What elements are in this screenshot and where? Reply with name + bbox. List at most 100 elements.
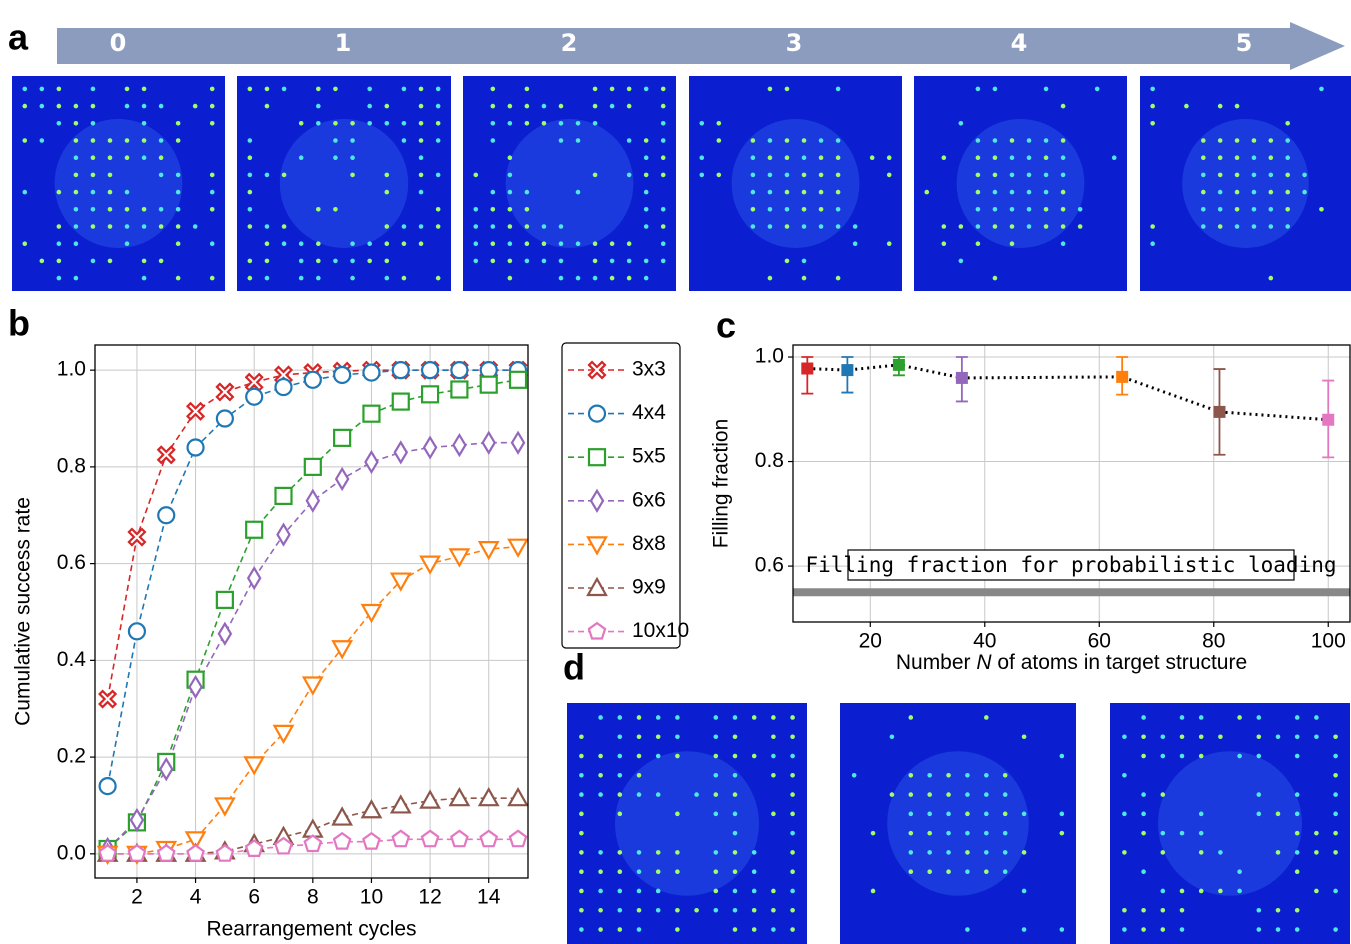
- atom-spot: [790, 869, 795, 874]
- atom-spot: [1010, 155, 1015, 160]
- atom-spot: [542, 259, 547, 264]
- atom-spot: [1199, 850, 1204, 855]
- atom-spot: [1150, 121, 1155, 126]
- atom-spot: [819, 224, 824, 229]
- atom-spot: [491, 87, 496, 92]
- atom-spot: [385, 224, 390, 229]
- atom-spot: [367, 121, 372, 126]
- atom-spot: [1141, 734, 1146, 739]
- atom-spot: [1201, 207, 1206, 212]
- atom-spot: [790, 908, 795, 913]
- atom-spot: [1150, 224, 1155, 229]
- atom-spot: [1027, 173, 1032, 178]
- atom-spot: [1027, 190, 1032, 195]
- atom-spot: [1061, 224, 1066, 229]
- atom-spot: [1044, 138, 1049, 143]
- atom-spot: [1201, 138, 1206, 143]
- atom-spot: [22, 87, 27, 92]
- atom-spot: [752, 927, 757, 932]
- atom-spot: [142, 155, 147, 160]
- atom-spot: [909, 773, 914, 778]
- atom-spot: [1078, 224, 1083, 229]
- atom-spot: [976, 241, 981, 246]
- atom-spot: [57, 104, 62, 109]
- atom-spot: [836, 87, 841, 92]
- atom-spot: [1252, 138, 1257, 143]
- atom-spot: [265, 224, 270, 229]
- atom-spot: [74, 121, 79, 126]
- atom-spot: [436, 87, 441, 92]
- legend-marker: [589, 449, 605, 465]
- atom-spot: [733, 812, 738, 817]
- x-tick-label: 60: [1088, 630, 1111, 653]
- atom-spot: [108, 259, 113, 264]
- atom-spot: [656, 754, 661, 759]
- atom-spot: [993, 224, 998, 229]
- atom-spot: [1061, 138, 1066, 143]
- atom-spot: [1044, 173, 1049, 178]
- atom-spot: [785, 190, 790, 195]
- atom-spot: [714, 850, 719, 855]
- atom-spot: [627, 104, 632, 109]
- error-bar: [801, 357, 813, 394]
- atom-spot: [350, 276, 355, 281]
- atom-spot: [265, 259, 270, 264]
- atom-spot: [1257, 792, 1262, 797]
- atom-spot: [644, 224, 649, 229]
- atom-spot: [176, 241, 181, 246]
- atom-spot: [367, 104, 372, 109]
- atom-spot: [350, 241, 355, 246]
- atom-spot: [819, 207, 824, 212]
- atom-spot: [1180, 754, 1185, 759]
- marker: [362, 605, 380, 621]
- x-tick-label: 4: [190, 886, 202, 909]
- atom-spot: [1257, 754, 1262, 759]
- atom-spot: [593, 173, 598, 178]
- atom-spot: [714, 773, 719, 778]
- marker: [956, 372, 968, 384]
- atom-spot: [1022, 889, 1027, 894]
- atom-spot: [802, 276, 807, 281]
- atom-spot: [248, 224, 253, 229]
- atom-spot: [1235, 155, 1240, 160]
- atom-spot: [248, 155, 253, 160]
- atom-spot: [91, 173, 96, 178]
- atom-spot: [802, 224, 807, 229]
- atom-spot: [210, 104, 215, 109]
- y-tick-label: 0.8: [755, 449, 784, 472]
- atom-spot: [436, 104, 441, 109]
- atom-spot: [159, 104, 164, 109]
- atom-spot: [1199, 812, 1204, 817]
- atom-spot: [1010, 190, 1015, 195]
- atom-spot: [1061, 241, 1066, 246]
- marker: [333, 809, 351, 825]
- atom-spot: [836, 138, 841, 143]
- atom-spot: [57, 224, 62, 229]
- atom-spot: [57, 241, 62, 246]
- figure: a b c d 24681012140.00.20.40.60.81.0Rear…: [0, 0, 1351, 944]
- atom-spot: [675, 850, 680, 855]
- atom-spot: [385, 173, 390, 178]
- atom-spot: [579, 869, 584, 874]
- atom-spot: [436, 207, 441, 212]
- atom-spot: [1003, 831, 1008, 836]
- legend-label: 4x4: [632, 401, 666, 424]
- marker: [893, 359, 905, 371]
- atom-spot: [946, 812, 951, 817]
- atom-spot: [1218, 190, 1223, 195]
- atom-spot: [542, 104, 547, 109]
- atom-spot: [836, 173, 841, 178]
- atom-spot: [1122, 927, 1127, 932]
- marker: [480, 542, 498, 558]
- atom-spot: [984, 792, 989, 797]
- atom-spot: [1295, 812, 1300, 817]
- atom-spot: [661, 259, 666, 264]
- atom-spot: [91, 259, 96, 264]
- atom-spot: [946, 831, 951, 836]
- atom-spot: [802, 173, 807, 178]
- atom-spot: [1003, 812, 1008, 817]
- atom-spot: [299, 241, 304, 246]
- atom-spot: [819, 138, 824, 143]
- atom-spot: [1150, 87, 1155, 92]
- atom-spot: [768, 155, 773, 160]
